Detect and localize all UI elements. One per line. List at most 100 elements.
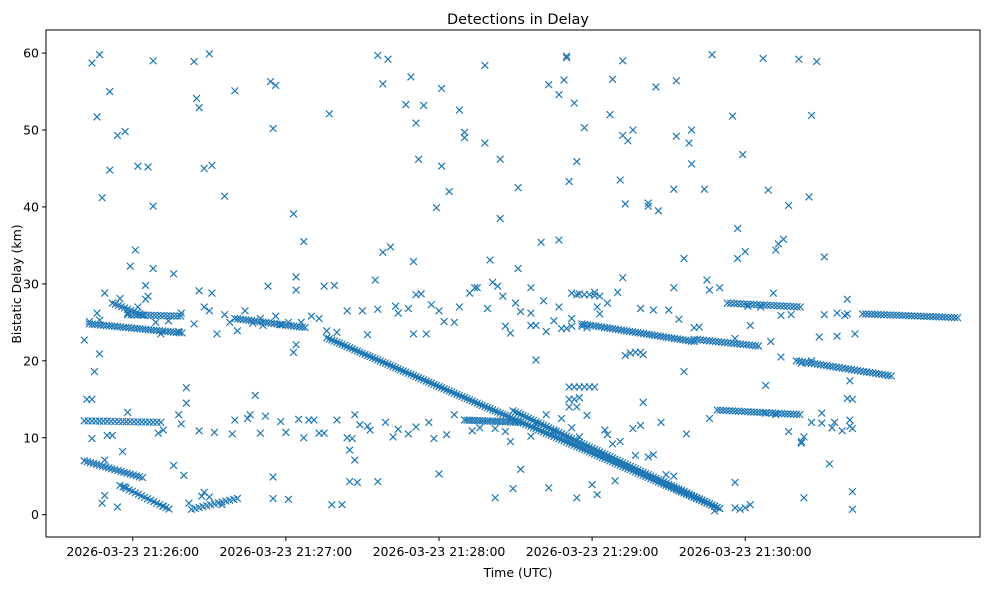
data-point: [555, 434, 563, 443]
data-point: [575, 393, 584, 402]
data-point: [205, 50, 214, 58]
data-point: [800, 493, 808, 502]
data-point: [98, 193, 106, 202]
data-point: [731, 407, 740, 415]
data-point: [292, 286, 300, 294]
data-point: [391, 302, 400, 311]
data-point: [301, 323, 309, 332]
plot-frame: [45, 29, 981, 538]
data-point: [560, 437, 568, 445]
data-point: [700, 185, 709, 194]
data-point: [953, 313, 962, 322]
data-point: [743, 407, 752, 416]
data-point: [292, 340, 300, 349]
data-point: [292, 273, 300, 281]
data-point: [85, 317, 94, 326]
data-point: [680, 367, 688, 376]
data-point: [176, 312, 185, 320]
data-point: [583, 323, 591, 332]
data-point: [401, 100, 410, 109]
data-point: [396, 366, 405, 374]
data-point: [926, 312, 934, 321]
data-point: [797, 437, 806, 446]
data-point: [590, 288, 599, 297]
data-point: [424, 418, 433, 427]
data-point: [514, 264, 522, 273]
data-point: [820, 310, 829, 319]
data-point: [470, 398, 479, 406]
data-point: [455, 303, 464, 311]
data-point: [825, 460, 834, 468]
data-point: [807, 111, 816, 120]
data-point: [759, 408, 767, 417]
data-point: [453, 390, 461, 399]
data-point: [430, 380, 438, 389]
data-point: [514, 183, 522, 192]
data-point: [404, 304, 413, 313]
data-point: [624, 136, 632, 145]
data-point: [100, 456, 109, 464]
data-point: [629, 424, 637, 433]
data-point: [544, 430, 553, 439]
data-point: [935, 313, 943, 321]
data-point: [432, 203, 441, 212]
data-point: [154, 429, 163, 437]
data-point: [565, 177, 573, 186]
data-point: [256, 314, 265, 323]
data-point: [881, 371, 889, 379]
data-point: [450, 318, 459, 327]
data-point: [771, 409, 780, 418]
data-point: [750, 408, 758, 416]
data-point: [373, 305, 382, 314]
data-point: [717, 338, 726, 346]
data-point: [95, 316, 104, 324]
data-point: [746, 321, 755, 330]
data-point: [649, 306, 658, 314]
data-point: [734, 407, 743, 416]
data-point: [134, 303, 142, 311]
data-point: [90, 367, 99, 376]
x-tick-label: 2026-03-23 21:28:00: [373, 544, 506, 559]
data-point: [539, 296, 548, 305]
data-point: [657, 418, 665, 427]
data-point: [465, 289, 474, 297]
data-point: [361, 350, 369, 359]
data-point: [562, 53, 571, 62]
data-point: [864, 310, 873, 318]
data-point: [923, 312, 931, 321]
data-point: [320, 282, 328, 291]
data-point: [793, 302, 801, 311]
data-point: [93, 113, 101, 121]
data-point: [95, 50, 104, 59]
data-point: [829, 362, 837, 371]
data-point: [742, 340, 751, 349]
data-point: [664, 306, 673, 314]
data-point: [715, 504, 724, 513]
data-point: [220, 310, 229, 319]
data-point: [442, 430, 451, 439]
data-point: [731, 503, 739, 512]
data-point: [149, 56, 158, 65]
data-point: [366, 352, 374, 361]
data-point: [944, 313, 953, 322]
x-tick-label: 2026-03-23 21:27:00: [219, 544, 352, 559]
data-point: [733, 339, 741, 348]
data-point: [835, 363, 843, 372]
data-point: [537, 238, 545, 247]
data-point: [424, 378, 433, 386]
data-point: [289, 210, 298, 218]
data-point: [733, 299, 742, 308]
data-point: [813, 360, 822, 369]
data-point: [716, 406, 725, 415]
data-point: [330, 337, 339, 345]
data-point: [276, 417, 285, 426]
data-point: [748, 341, 757, 350]
data-point: [807, 356, 816, 365]
data-point: [616, 176, 625, 184]
data-point: [271, 312, 280, 321]
data-point: [437, 162, 446, 170]
data-point: [197, 492, 206, 501]
data-point: [379, 80, 387, 88]
data-point: [865, 368, 874, 377]
